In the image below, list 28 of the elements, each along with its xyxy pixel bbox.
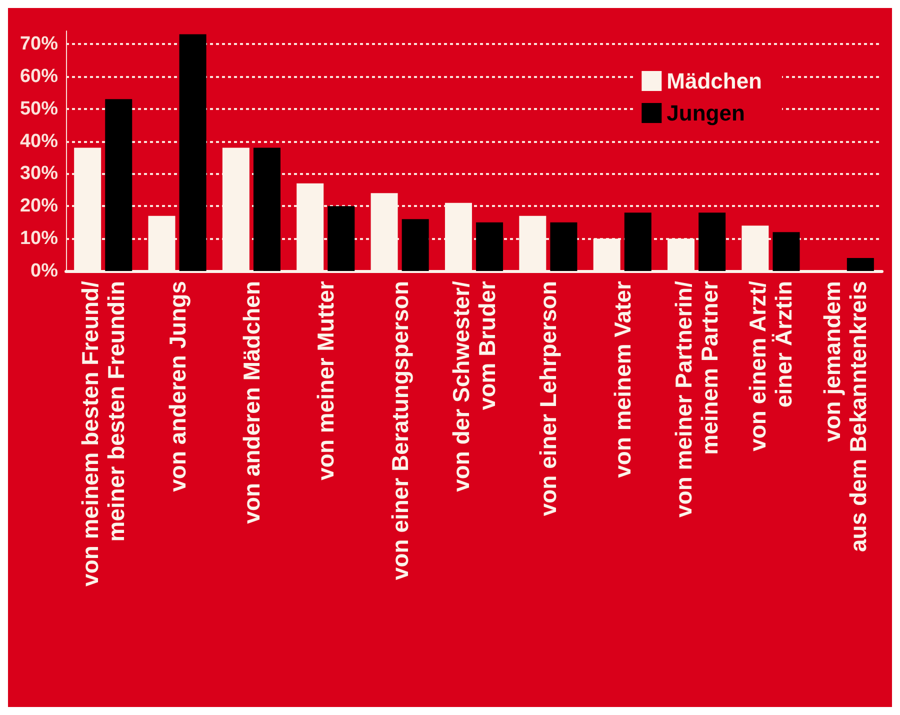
bar bbox=[105, 99, 132, 271]
x-tick-label: von meinem Vater bbox=[609, 280, 636, 478]
x-tick-label: von einer Beratungsperson bbox=[386, 281, 413, 580]
bar bbox=[476, 222, 504, 271]
y-tick-label: 50% bbox=[20, 98, 58, 120]
y-tick-label: 20% bbox=[20, 196, 58, 217]
y-tick-label: 0% bbox=[30, 260, 58, 282]
legend-label: Jungen bbox=[666, 100, 745, 126]
x-tick-label: von meiner Mutter bbox=[312, 280, 339, 480]
x-tick-label: von einer Lehrperson bbox=[535, 281, 562, 516]
bar bbox=[179, 34, 206, 271]
bar bbox=[550, 222, 578, 271]
bar bbox=[328, 206, 355, 271]
x-tick-label: von meinem besten Freund/ meiner besten Freundin bbox=[77, 280, 130, 586]
y-tick-label: 60% bbox=[20, 66, 58, 87]
y-tick-label: 40% bbox=[20, 130, 58, 152]
bar bbox=[772, 232, 800, 271]
y-tick-label: 70% bbox=[20, 33, 58, 54]
x-tick-label: von anderen Mädchen bbox=[238, 281, 264, 524]
y-tick-label: 10% bbox=[20, 228, 58, 250]
x-tick-label: von anderen Jungs bbox=[164, 281, 190, 492]
bar bbox=[698, 212, 726, 271]
bar bbox=[402, 219, 429, 271]
bar bbox=[624, 212, 652, 271]
bar bbox=[846, 258, 874, 271]
bar bbox=[253, 148, 280, 271]
legend-label: Mädchen bbox=[666, 68, 762, 94]
y-tick-label: 30% bbox=[20, 163, 58, 184]
